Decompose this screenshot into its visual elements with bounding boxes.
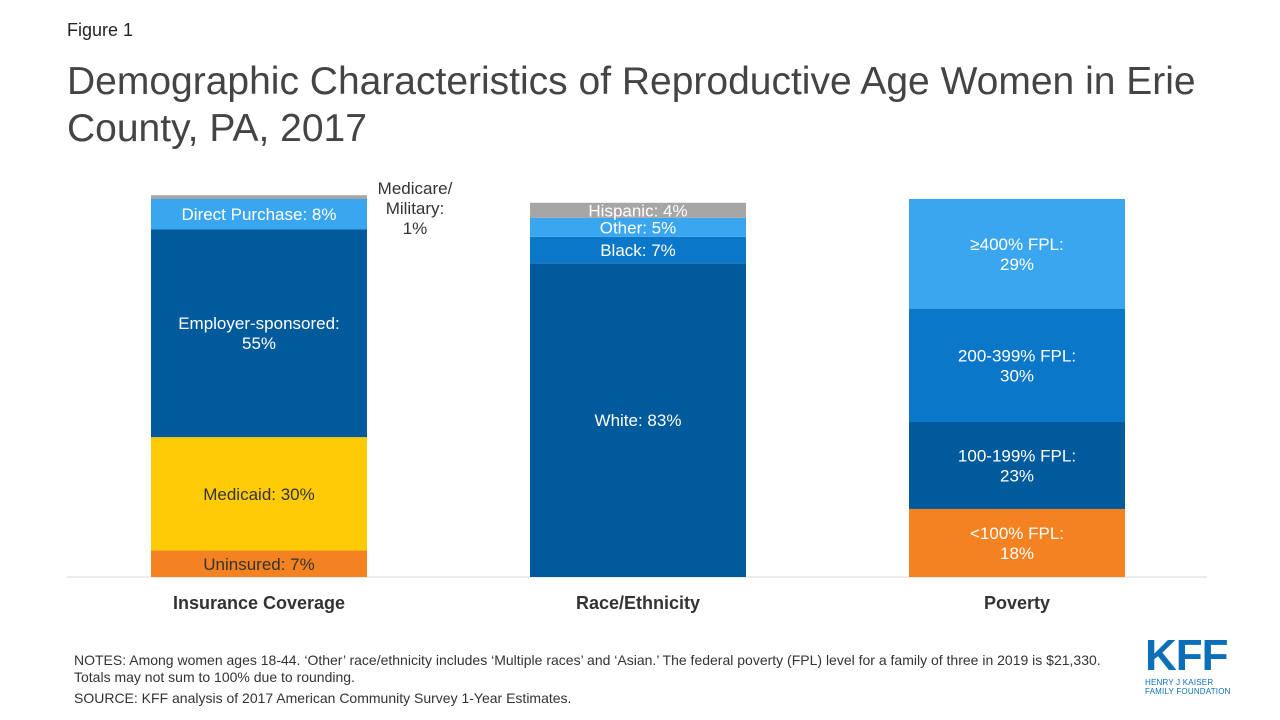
bar-segment-race-ethnicity-3 bbox=[530, 202, 746, 218]
logo-mark: KFF bbox=[1145, 631, 1229, 680]
data-label-poverty-3: ≥400% FPL: 29% bbox=[970, 235, 1063, 274]
category-label-insurance-coverage: Insurance Coverage bbox=[173, 593, 345, 613]
source-text: SOURCE: KFF analysis of 2017 American Co… bbox=[74, 690, 572, 706]
data-label-insurance-coverage-4: Medicare/Military: 1% bbox=[378, 179, 453, 238]
data-label-race-ethnicity-1: Black: 7% bbox=[600, 241, 676, 260]
data-label-race-ethnicity-2: Other: 5% bbox=[600, 218, 677, 237]
chart-notes: NOTES: Among women ages 18-44. ‘Other’ r… bbox=[74, 652, 1114, 707]
bar-segment-poverty-0 bbox=[909, 508, 1125, 577]
bar-segment-race-ethnicity-1 bbox=[530, 236, 746, 264]
data-label-insurance-coverage-0: Uninsured: 7% bbox=[203, 555, 315, 574]
bar-segment-insurance-coverage-4 bbox=[151, 195, 367, 199]
data-label-insurance-coverage-3: Direct Purchase: 8% bbox=[182, 205, 337, 224]
bar-segment-insurance-coverage-0 bbox=[151, 550, 367, 577]
figure-label: Figure 1 bbox=[67, 20, 134, 40]
kff-logo: KFF HENRY J KAISER FAMILY FOUNDATION bbox=[1145, 631, 1237, 697]
data-label-poverty-1: 100-199% FPL: 23% bbox=[958, 446, 1076, 485]
stacked-bar-chart: Uninsured: 7% Medicaid: 30% Employer-spons… bbox=[67, 179, 1207, 613]
data-label-poverty-0: <100% FPL: 18% bbox=[970, 524, 1064, 563]
bar-segment-insurance-coverage-2 bbox=[151, 229, 367, 438]
category-label-poverty: Poverty bbox=[984, 593, 1050, 613]
bar-segment-insurance-coverage-1 bbox=[151, 437, 367, 551]
bar-segment-race-ethnicity-0 bbox=[530, 263, 746, 577]
bar-segment-poverty-3 bbox=[909, 199, 1125, 309]
bar-segment-poverty-1 bbox=[909, 422, 1125, 509]
bar-segment-race-ethnicity-2 bbox=[530, 217, 746, 237]
data-label-race-ethnicity-0: White: 83% bbox=[595, 411, 682, 430]
data-label-poverty-2: 200-399% FPL: 30% bbox=[958, 346, 1076, 385]
logo-line-1: HENRY J KAISER bbox=[1145, 678, 1214, 687]
bar-stacks: Uninsured: 7% Medicaid: 30% Employer-spons… bbox=[151, 179, 1125, 613]
chart-title: Demographic Characteristics of Reproduct… bbox=[67, 60, 1196, 150]
data-label-race-ethnicity-3: Hispanic: 4% bbox=[588, 201, 687, 220]
bar-segment-poverty-2 bbox=[909, 308, 1125, 423]
data-label-insurance-coverage-2: Employer-sponsored: 55% bbox=[178, 314, 340, 353]
data-label-insurance-coverage-1: Medicaid: 30% bbox=[203, 485, 315, 504]
logo-line-2: FAMILY FOUNDATION bbox=[1145, 687, 1231, 696]
category-label-race-ethnicity: Race/Ethnicity bbox=[576, 593, 700, 613]
notes-text: NOTES: Among women ages 18-44. ‘Other’ r… bbox=[74, 652, 1101, 685]
bar-segment-insurance-coverage-3 bbox=[151, 199, 367, 230]
